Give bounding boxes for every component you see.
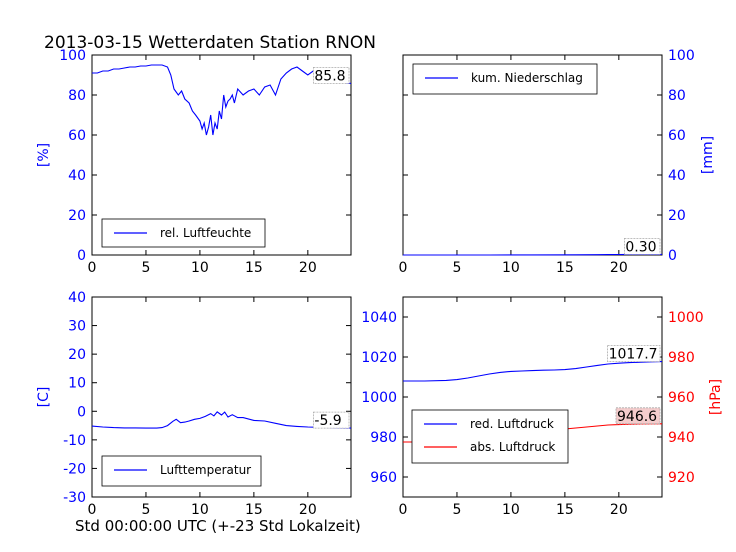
x-tick-label: 10	[502, 502, 520, 518]
legend-box	[411, 409, 569, 464]
y-tick-label: 1020	[361, 350, 397, 366]
value-label-box	[624, 237, 661, 255]
legend-label: kum. Niederschlag	[471, 71, 583, 85]
y-tick-label-right: 920	[668, 470, 695, 486]
legend: red. Luftdruck abs. Luftdruck	[411, 409, 569, 464]
y-tick-label: 30	[68, 319, 86, 335]
y-tick-label: 960	[370, 470, 397, 486]
y-axis-label: [C]	[36, 387, 52, 408]
x-tick-label: 5	[452, 502, 461, 518]
x-tick-label: 5	[141, 502, 150, 518]
y-tick-label: 10	[68, 376, 86, 392]
y-tick-label: 980	[370, 430, 397, 446]
figure-xlabel: Std 00:00:00 UTC (+-23 Std Lokalzeit)	[75, 517, 361, 535]
x-tick-label: 0	[88, 502, 97, 518]
x-tick-label: 20	[610, 260, 628, 276]
y-tick-label: -30	[63, 490, 86, 506]
legend-box	[101, 455, 262, 487]
y-tick-label: 60	[668, 128, 686, 144]
y-tick-label: 40	[668, 168, 686, 184]
legend-label: rel. Luftfeuchte	[160, 226, 251, 240]
y-tick-label-right: 940	[668, 430, 695, 446]
y-tick-label-right: 1000	[668, 310, 704, 326]
y-axis-label: [%]	[36, 143, 52, 167]
x-tick-label: 0	[399, 502, 408, 518]
y-tick-label: 1040	[361, 310, 397, 326]
legend: kum. Niederschlag	[412, 63, 598, 95]
y-tick-label: 40	[68, 168, 86, 184]
y-tick-label: 20	[668, 208, 686, 224]
y-axis-label-right: [hPa]	[708, 379, 724, 415]
value-label: 1017.7	[609, 347, 658, 363]
value-label-box	[615, 407, 661, 425]
x-tick-label: 15	[245, 502, 263, 518]
y-tick-label: -20	[63, 461, 86, 477]
chart-bottom-right: 0 5 10 15 20 960 980 1000 1020 1040 920 940 960 980 10…	[361, 296, 724, 518]
series-line	[403, 253, 662, 256]
figure-title: 2013-03-15 Wetterdaten Station RNON	[44, 33, 376, 53]
y-tick-label: 80	[68, 88, 86, 104]
x-tick-label: 20	[299, 502, 317, 518]
legend-label: Lufttemperatur	[160, 463, 251, 477]
x-tick-label: 5	[452, 260, 461, 276]
x-tick-label: 15	[245, 260, 263, 276]
series-line	[403, 361, 663, 382]
x-tick-label: 10	[191, 260, 209, 276]
legend-label: abs. Luftdruck	[470, 440, 555, 454]
x-tick-label: 15	[556, 502, 574, 518]
axes-frame	[402, 296, 663, 498]
series-line	[92, 64, 352, 136]
y-tick-label: -10	[63, 433, 86, 449]
legend: Lufttemperatur	[101, 455, 262, 487]
x-tick-label: 5	[141, 260, 150, 276]
series-line	[91, 411, 352, 429]
y-tick-label: 1000	[361, 390, 397, 406]
value-label: 85.8	[314, 68, 345, 84]
x-tick-label: 0	[399, 260, 408, 276]
axes-frame	[91, 296, 352, 498]
x-tick-label: 10	[502, 260, 520, 276]
value-label-box	[607, 345, 661, 363]
y-tick-label: 100	[59, 48, 86, 64]
x-tick-label: 15	[556, 260, 574, 276]
value-label: 0.30	[625, 239, 656, 255]
chart-top-left: 0 5 10 15 20 0 20 40 60 80 100 [%] 85.8 rel. Luftfeuc…	[36, 48, 352, 276]
axes-frame	[91, 54, 352, 256]
y-tick-label: 0	[77, 404, 86, 420]
y-tick-label: 100	[668, 48, 695, 64]
y-tick-label: 60	[68, 128, 86, 144]
y-tick-label: 40	[68, 290, 86, 306]
y-tick-label: 0	[77, 248, 86, 264]
legend-box	[412, 63, 598, 95]
chart-top-right: 0 5 10 15 20 0 20 40 60 80 100 [mm] 0.30 kum. Nieders…	[399, 48, 716, 276]
legend: rel. Luftfeuchte	[101, 218, 266, 248]
legend-label: red. Luftdruck	[470, 417, 554, 431]
chart-bottom-left: 0 5 10 15 20 -30 -20 -10 0 10 20 30 40 [C] -5.9 Lufttem…	[36, 290, 352, 518]
y-tick-label: 80	[668, 88, 686, 104]
x-tick-label: 0	[88, 260, 97, 276]
x-tick-label: 10	[191, 502, 209, 518]
y-tick-label: 20	[68, 208, 86, 224]
y-axis-label: [mm]	[700, 136, 716, 174]
y-tick-label-right: 960	[668, 390, 695, 406]
x-tick-label: 20	[610, 502, 628, 518]
value-label: -5.9	[314, 413, 341, 429]
y-tick-label: 0	[668, 248, 677, 264]
y-tick-label-right: 980	[668, 350, 695, 366]
value-label: 946.6	[617, 409, 657, 425]
value-label-box	[312, 67, 350, 84]
value-label-box	[312, 411, 350, 429]
x-tick-label: 20	[299, 260, 317, 276]
y-tick-label: 20	[68, 347, 86, 363]
